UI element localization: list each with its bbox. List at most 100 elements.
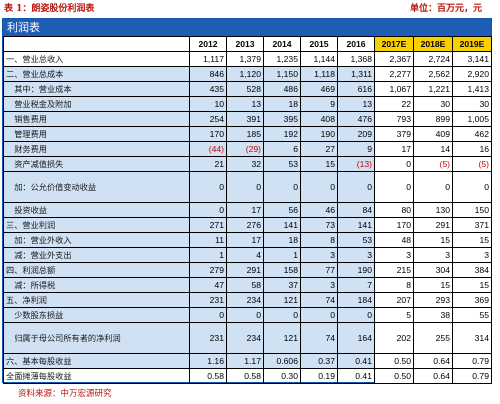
table-cell: 209 bbox=[337, 126, 375, 142]
table-cell: (13) bbox=[337, 156, 375, 172]
table-cell: 46 bbox=[300, 202, 338, 218]
table-row: 加：公允价值变动收益 0 0 0 0 0 0 0 0 bbox=[3, 171, 492, 203]
table-cell: 314 bbox=[452, 322, 492, 354]
column-header-2015: 2015 bbox=[300, 36, 338, 52]
table-cell: 10 bbox=[189, 96, 227, 112]
table-cell: 47 bbox=[189, 277, 227, 293]
table-cell: 18 bbox=[263, 96, 301, 112]
table-cell: 30 bbox=[413, 96, 453, 112]
table-cell: 0.50 bbox=[374, 368, 414, 384]
table-row: 六、基本每股收益 1.16 1.17 0.606 0.37 0.41 0.50 0.64 0.7… bbox=[3, 353, 492, 369]
table-cell: 1,118 bbox=[300, 66, 338, 82]
table-cell: 150 bbox=[452, 202, 492, 218]
table-cell: 462 bbox=[452, 126, 492, 142]
table-cell: 73 bbox=[300, 217, 338, 233]
row-label: 归属于母公司所有者的净利润 bbox=[3, 322, 190, 354]
table-cell: 1,005 bbox=[452, 111, 492, 127]
table-cell: 408 bbox=[300, 111, 338, 127]
table-row: 加：营业外收入 11 17 18 8 53 48 15 15 bbox=[3, 232, 492, 248]
column-header-2017e: 2017E bbox=[374, 36, 414, 52]
table-cell: 15 bbox=[300, 156, 338, 172]
table-body: 一、营业总收入 1,117 1,379 1,235 1,144 1,368 2,367 2,7… bbox=[3, 51, 492, 384]
table-cell: 0.64 bbox=[413, 368, 453, 384]
row-label: 三、营业利润 bbox=[3, 217, 190, 233]
table-cell: 5 bbox=[374, 307, 414, 323]
table-cell: 0 bbox=[189, 307, 227, 323]
table-cell: 1,150 bbox=[263, 66, 301, 82]
table-cell: 3,141 bbox=[452, 51, 492, 67]
row-label: 全面摊薄每股收益 bbox=[3, 368, 190, 384]
row-label: 减：所得税 bbox=[3, 277, 190, 293]
table-cell: 279 bbox=[189, 262, 227, 278]
table-cell: 231 bbox=[189, 322, 227, 354]
table-cell: 3 bbox=[452, 247, 492, 263]
income-statement-table: 2012 2013 2014 2015 2016 2017E 2018E 2019E 一、营业… bbox=[3, 36, 492, 384]
table-cell: 0 bbox=[413, 171, 453, 203]
table-cell: 899 bbox=[413, 111, 453, 127]
row-label: 一、营业总收入 bbox=[3, 51, 190, 67]
table-cell: 291 bbox=[413, 217, 453, 233]
table-cell: 121 bbox=[263, 292, 301, 308]
table-cell: 190 bbox=[300, 126, 338, 142]
table-cell: 1,368 bbox=[337, 51, 375, 67]
table-cell: 32 bbox=[226, 156, 264, 172]
table-row: 五、净利润 231 234 121 74 184 207 293 369 bbox=[3, 292, 492, 308]
table-cell: 0 bbox=[374, 156, 414, 172]
table-cell: 58 bbox=[226, 277, 264, 293]
table-cell: 1,413 bbox=[452, 81, 492, 97]
table-cell: 1,144 bbox=[300, 51, 338, 67]
table-cell: 0 bbox=[226, 307, 264, 323]
table-cell: 184 bbox=[337, 292, 375, 308]
caption-title: 表 1：朗姿股份利润表 bbox=[4, 4, 95, 14]
table-cell: 13 bbox=[226, 96, 264, 112]
table-cell: 3 bbox=[300, 247, 338, 263]
table-cell: 0 bbox=[263, 307, 301, 323]
table-cell: 18 bbox=[263, 232, 301, 248]
row-label: 减：营业外支出 bbox=[3, 247, 190, 263]
table-row: 财务费用 (44) (29) 6 27 9 17 14 16 bbox=[3, 141, 492, 157]
table-cell: 0.79 bbox=[452, 353, 492, 369]
table-cell: 0 bbox=[300, 171, 338, 203]
table-cell: 6 bbox=[263, 141, 301, 157]
table-cell: 202 bbox=[374, 322, 414, 354]
table-cell: (29) bbox=[226, 141, 264, 157]
table-cell: 170 bbox=[189, 126, 227, 142]
table-row: 三、营业利润 271 276 141 73 141 170 291 371 bbox=[3, 217, 492, 233]
table-cell: 271 bbox=[189, 217, 227, 233]
row-label: 其中：营业成本 bbox=[3, 81, 190, 97]
table-cell: 121 bbox=[263, 322, 301, 354]
table-cell: 2,562 bbox=[413, 66, 453, 82]
table-row: 营业税金及附加 10 13 18 9 13 22 30 30 bbox=[3, 96, 492, 112]
row-label: 五、净利润 bbox=[3, 292, 190, 308]
caption-unit: 单位：百万元，元 bbox=[409, 4, 482, 14]
table-cell: 293 bbox=[413, 292, 453, 308]
table-cell: 0 bbox=[452, 171, 492, 203]
table-cell: 185 bbox=[226, 126, 264, 142]
table-cell: 291 bbox=[226, 262, 264, 278]
table-cell: 3 bbox=[374, 247, 414, 263]
table-cell: 53 bbox=[337, 232, 375, 248]
table-cell: 215 bbox=[374, 262, 414, 278]
table-cell: (5) bbox=[452, 156, 492, 172]
table-cell: 9 bbox=[337, 141, 375, 157]
table-cell: 0 bbox=[226, 171, 264, 203]
table-cell: 1 bbox=[263, 247, 301, 263]
table-cell: 379 bbox=[374, 126, 414, 142]
table-row: 减：所得税 47 58 37 3 7 8 15 15 bbox=[3, 277, 492, 293]
row-label: 二、营业总成本 bbox=[3, 66, 190, 82]
table-cell: 395 bbox=[263, 111, 301, 127]
table-cell: 1.16 bbox=[189, 353, 227, 369]
table-cell: 13 bbox=[337, 96, 375, 112]
table-cell: 616 bbox=[337, 81, 375, 97]
column-header-2019e: 2019E bbox=[452, 36, 492, 52]
table-cell: 1,311 bbox=[337, 66, 375, 82]
table-cell: 3 bbox=[413, 247, 453, 263]
table-cell: 27 bbox=[300, 141, 338, 157]
table-cell: 0.58 bbox=[226, 368, 264, 384]
table-cell: 38 bbox=[413, 307, 453, 323]
table-cell: 384 bbox=[452, 262, 492, 278]
table-cell: 409 bbox=[413, 126, 453, 142]
table-cell: 0 bbox=[300, 307, 338, 323]
header-corner bbox=[3, 36, 190, 52]
table-cell: 1,235 bbox=[263, 51, 301, 67]
